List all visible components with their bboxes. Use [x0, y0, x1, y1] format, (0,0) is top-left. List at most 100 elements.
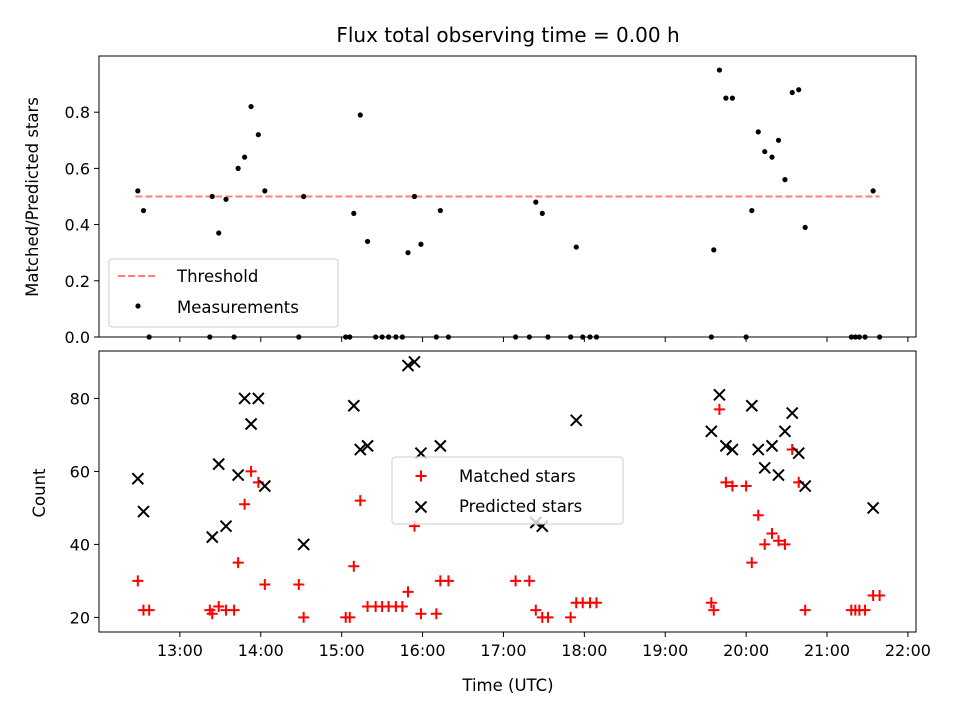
predicted-star-marker: [347, 399, 361, 412]
predicted-star-marker: [206, 530, 219, 544]
x-tick-label: 18:00: [561, 641, 607, 660]
predicted-star-marker: [354, 443, 367, 456]
bottom-y-tick-label: 20: [70, 608, 90, 627]
legend-matched-swatch: [415, 470, 427, 482]
x-tick-label: 19:00: [642, 641, 688, 660]
predicted-star-marker: [231, 468, 245, 482]
bottom-legend: Matched stars Predicted stars: [391, 456, 624, 525]
top-legend: Threshold Measurements: [108, 258, 339, 328]
matched-star-marker: [799, 604, 811, 616]
bottom-legend-box: [391, 456, 624, 525]
measurement-point: [242, 154, 248, 160]
measurement-point: [351, 210, 357, 216]
predicted-star-marker: [244, 417, 258, 431]
predicted-star-marker: [434, 439, 447, 453]
bottom-y-tick-label: 80: [70, 389, 90, 408]
x-tick-label: 21:00: [804, 641, 850, 660]
predicted-star-marker: [778, 425, 792, 438]
measurement-point: [533, 199, 539, 205]
x-tick-label: 13:00: [157, 641, 203, 660]
predicted-star-marker: [361, 439, 374, 453]
matched-star-marker: [772, 535, 784, 547]
matched-star-marker: [232, 557, 244, 569]
matched-star-marker: [510, 575, 522, 587]
matched-star-marker: [239, 498, 251, 510]
matched-star-marker: [726, 480, 738, 492]
predicted-star-marker: [401, 359, 415, 372]
matched-star-marker: [530, 604, 542, 616]
predicted-star-marker: [212, 457, 225, 471]
matched-star-marker: [132, 575, 144, 587]
top-axes-frame: [98, 55, 917, 338]
matched-star-marker: [705, 597, 717, 609]
x-tick-label: 20:00: [723, 641, 769, 660]
measurement-point: [235, 165, 241, 171]
measurement-point: [802, 224, 808, 231]
measurement-point: [411, 193, 418, 200]
predicted-star-marker: [137, 505, 150, 518]
measurement-point: [140, 207, 147, 214]
matched-star-marker: [708, 604, 720, 616]
bottom-y-tick-label: 40: [70, 535, 90, 554]
matched-star-marker: [766, 527, 778, 539]
top-data-layer: [135, 67, 883, 340]
predicted-star-marker: [745, 399, 758, 412]
legend-predicted-label: Predicted stars: [459, 497, 582, 516]
measurement-point: [405, 250, 411, 256]
matched-star-marker: [859, 604, 871, 616]
x-tick-label: 16:00: [400, 641, 446, 660]
top-y-tick-label: 0.2: [65, 272, 90, 291]
predicted-star-marker: [752, 443, 765, 456]
legend-measurements-swatch: [135, 303, 141, 309]
predicted-star-marker: [297, 538, 310, 551]
measurement-point: [769, 154, 775, 160]
predicted-star-marker: [798, 479, 812, 493]
predicted-star-marker: [131, 472, 145, 485]
matched-star-marker: [354, 495, 366, 507]
matched-star-marker: [228, 604, 240, 616]
bottom-y-axis-label: Count: [30, 468, 49, 518]
legend-measurements-label: Measurements: [177, 298, 299, 317]
predicted-star-marker: [786, 406, 799, 420]
bottom-x-axis-label: Time (UTC): [461, 676, 553, 695]
top-y-axis-label: Matched/Predicted stars: [23, 97, 42, 297]
matched-star-marker: [293, 579, 305, 591]
matched-star-marker: [344, 611, 356, 623]
matched-star-marker: [720, 476, 732, 488]
matched-star-marker: [759, 538, 771, 550]
predicted-star-marker: [705, 425, 718, 438]
predicted-star-marker: [726, 443, 739, 456]
matched-star-marker: [430, 608, 442, 620]
predicted-star-marker: [765, 439, 779, 453]
legend-threshold-label: Threshold: [176, 267, 258, 286]
measurement-point: [262, 188, 268, 194]
matched-star-marker: [143, 604, 155, 616]
measurement-point: [711, 247, 717, 253]
matched-star-marker: [590, 597, 602, 609]
predicted-star-marker: [713, 388, 726, 401]
matched-star-marker: [259, 579, 271, 591]
measurement-point: [723, 95, 729, 101]
matched-star-marker: [396, 600, 408, 612]
measurement-point: [870, 188, 876, 194]
measurement-point: [209, 193, 215, 200]
measurement-point: [357, 112, 363, 118]
measurement-point: [789, 89, 795, 96]
matched-star-marker: [565, 611, 577, 623]
x-tick-label: 17:00: [480, 641, 526, 660]
legend-matched-label: Matched stars: [459, 467, 576, 486]
predicted-star-marker: [866, 501, 880, 515]
bottom-plot-area: 13:00 14:00 15:00 16:00 17:00 18:00 19:00 20:00…: [70, 350, 931, 660]
bottom-data-layer: [131, 355, 886, 623]
top-legend-box: [108, 258, 339, 328]
measurement-point: [216, 230, 222, 236]
matched-star-marker: [442, 575, 454, 587]
top-y-tick-label: 0.0: [65, 328, 90, 347]
measurement-point: [716, 67, 723, 73]
x-tick-label: 14:00: [238, 641, 284, 660]
predicted-star-marker: [219, 519, 233, 533]
measurement-point: [775, 137, 782, 143]
top-plot-area: 0.0 0.2 0.4 0.6 0.8 Threshold Measurements: [65, 55, 917, 347]
